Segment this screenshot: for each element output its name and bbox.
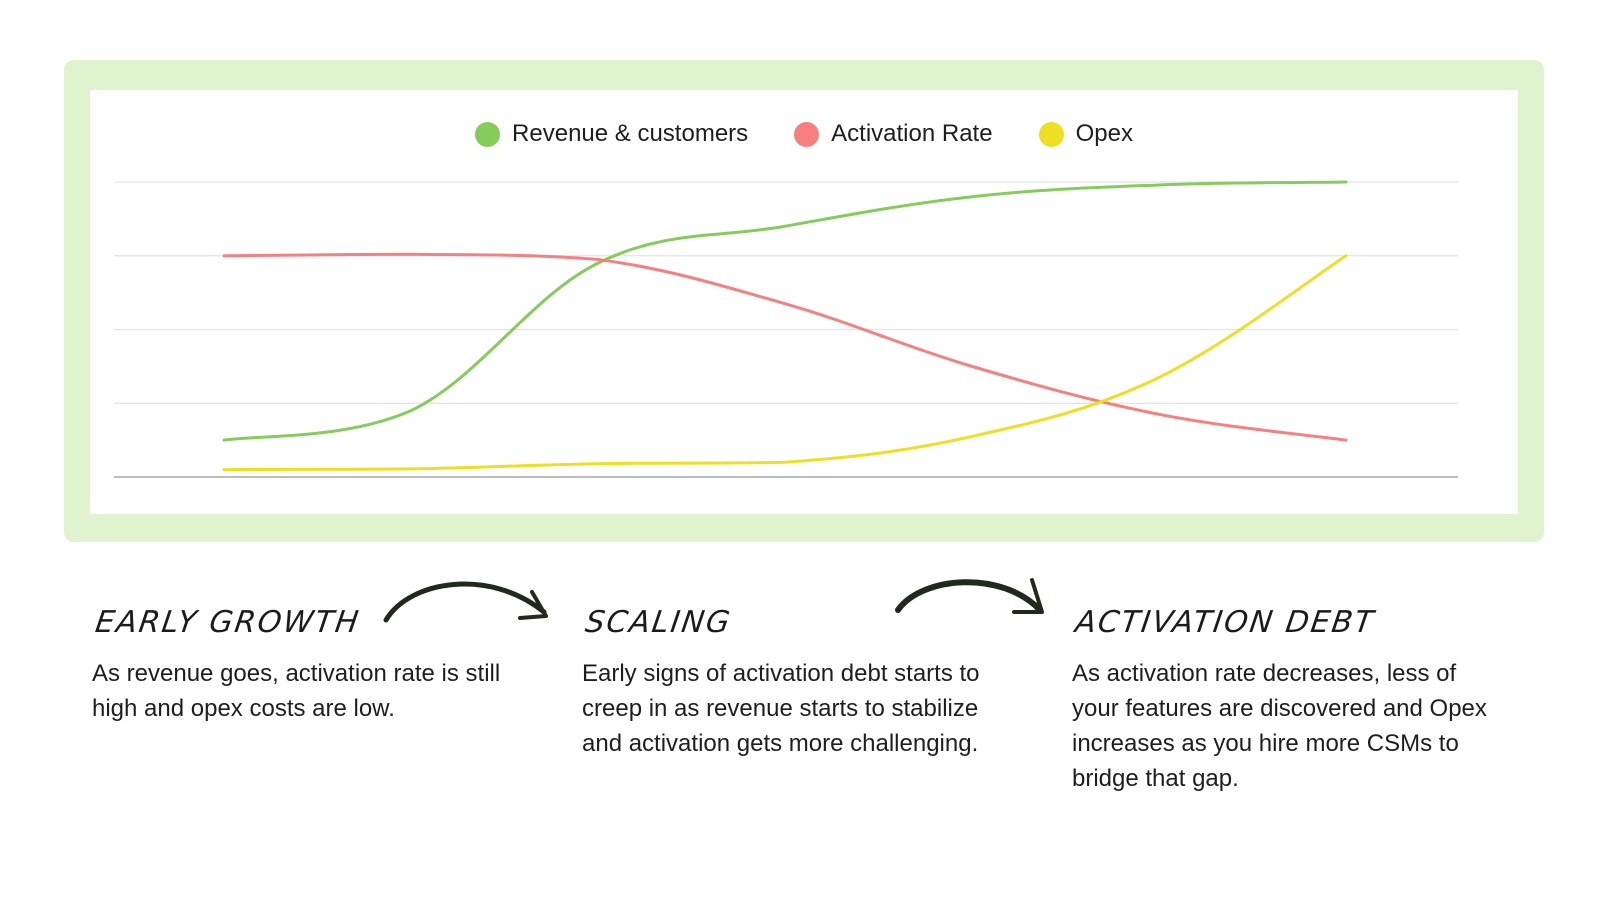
phase-description: Early signs of activation debt starts to… xyxy=(582,660,980,757)
curved-arrow-icon xyxy=(383,581,548,623)
series-line-opex xyxy=(222,254,1348,472)
legend-label-opex: Opex xyxy=(1075,120,1133,147)
legend-item-activation: Activation Rate xyxy=(794,120,993,148)
legend-dot-activation xyxy=(794,121,820,147)
phase-scaling: SCALING Early signs of activation debt s… xyxy=(582,598,1002,761)
chart-frame: Revenue & customers Activation Rate Opex xyxy=(64,60,1544,542)
chart-panel: Revenue & customers Activation Rate Opex xyxy=(90,90,1518,514)
chart-legend: Revenue & customers Activation Rate Opex xyxy=(90,120,1518,148)
legend-dot-opex xyxy=(1038,121,1064,147)
line-chart xyxy=(114,180,1458,478)
curved-arrow-icon xyxy=(895,578,1044,614)
legend-item-revenue: Revenue & customers xyxy=(475,120,748,148)
series-line-activation xyxy=(222,252,1348,442)
series-line-revenue xyxy=(222,180,1348,442)
legend-label-activation: Activation Rate xyxy=(831,120,993,147)
phase-early-growth: EARLY GROWTH As revenue goes, activation… xyxy=(92,598,512,726)
legend-dot-revenue xyxy=(475,121,501,147)
legend-item-opex: Opex xyxy=(1038,120,1133,148)
phase-activation-debt: ACTIVATION DEBT As activation rate decre… xyxy=(1072,598,1492,796)
legend-label-revenue: Revenue & customers xyxy=(512,120,749,147)
phase-title: ACTIVATION DEBT xyxy=(1073,605,1378,640)
phase-description: As revenue goes, activation rate is stil… xyxy=(92,660,501,722)
phase-description: As activation rate decreases, less of yo… xyxy=(1072,660,1487,792)
